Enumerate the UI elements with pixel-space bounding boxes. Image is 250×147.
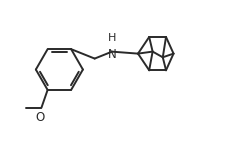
Text: O: O <box>36 111 45 124</box>
Text: N: N <box>108 48 116 61</box>
Text: H: H <box>108 33 116 43</box>
